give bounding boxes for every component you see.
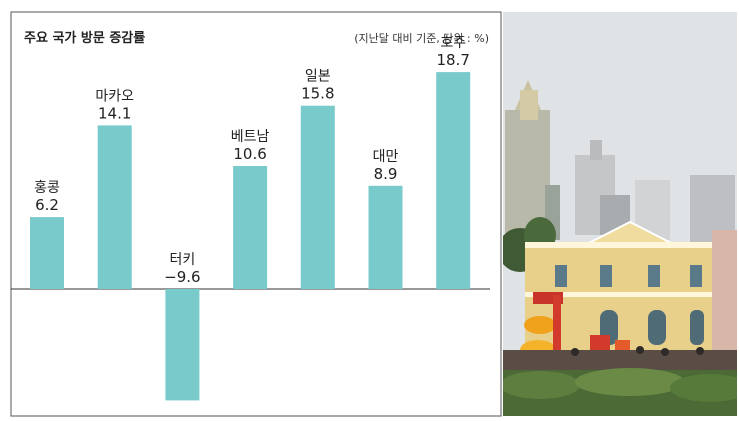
- bar-5: [300, 105, 335, 289]
- value-label: 10.6: [233, 145, 266, 163]
- category-label: 마카오: [95, 88, 134, 104]
- chart-frame: [10, 11, 502, 417]
- bar-7: [436, 72, 471, 289]
- category-label: 터키: [170, 252, 196, 268]
- bar-1: [30, 217, 64, 289]
- value-label: 8.9: [374, 165, 398, 183]
- chart-title: 주요 국가 방문 증감률: [24, 30, 145, 46]
- bar-2: [97, 125, 132, 290]
- bar-group: [30, 72, 471, 401]
- bar-3: [165, 289, 200, 401]
- category-label: 호주: [440, 35, 466, 51]
- bar-4: [233, 166, 268, 289]
- category-label: 베트남: [231, 129, 270, 145]
- value-label: 6.2: [35, 196, 59, 214]
- bar-6: [368, 185, 403, 289]
- value-label: 14.1: [98, 104, 131, 122]
- macau-street-photo: [503, 12, 737, 416]
- category-label: 일본: [305, 69, 331, 85]
- value-label: −9.6: [164, 268, 200, 286]
- value-label: 18.7: [436, 51, 469, 69]
- value-label: 15.8: [301, 85, 334, 103]
- chart-subtitle: (지난달 대비 기준, 단위 : %): [354, 32, 489, 45]
- category-label: 대만: [373, 149, 399, 165]
- category-label: 홍콩: [34, 180, 60, 196]
